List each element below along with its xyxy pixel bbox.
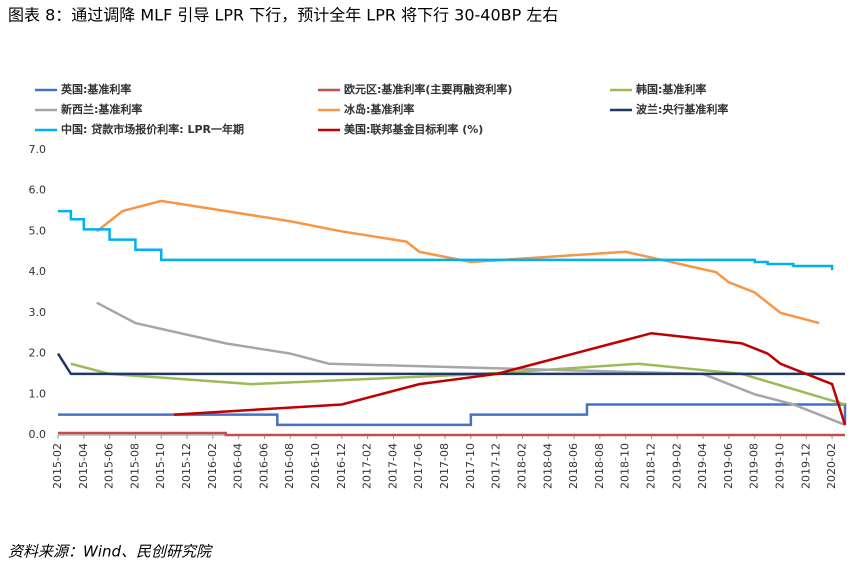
x-tick-label: 2018-12: [644, 443, 657, 489]
y-tick-label: 6.0: [29, 184, 47, 197]
x-tick-label: 2015-10: [154, 443, 167, 489]
legend-label: 波兰:央行基准利率: [636, 102, 728, 116]
x-tick-label: 2016-10: [309, 443, 322, 489]
legend-label: 中国: 贷款市场报价利率: LPR一年期: [61, 122, 244, 136]
x-tick-label: 2018-10: [619, 443, 632, 489]
y-tick-label: 7.0: [29, 143, 47, 156]
x-tick-label: 2016-08: [283, 443, 296, 489]
y-tick-label: 4.0: [29, 265, 47, 278]
series-line: [96, 301, 846, 426]
x-tick-label: 2017-12: [490, 443, 503, 489]
y-tick-label: 3.0: [29, 306, 47, 319]
series-line: [56, 352, 845, 376]
x-tick-label: 2016-02: [206, 443, 219, 489]
y-tick-label: 0.0: [29, 428, 47, 441]
x-tick-label: 2020-02: [825, 443, 838, 489]
legend-label: 韩国:基准利率: [636, 82, 706, 96]
x-tick-label: 2019-06: [722, 443, 735, 489]
x-tick-label: 2016-12: [335, 443, 348, 489]
x-tick-label: 2019-04: [696, 443, 709, 489]
legend-label: 美国:联邦基金目标利率 (%): [344, 122, 483, 136]
legend-label: 欧元区:基准利率(主要再融资利率): [344, 82, 512, 96]
x-tick-label: 2015-08: [128, 443, 141, 489]
x-tick-label: 2019-02: [670, 443, 683, 489]
series-line: [95, 199, 820, 325]
x-tick-label: 2017-04: [386, 443, 399, 489]
y-tick-label: 2.0: [29, 347, 47, 360]
series-line: [174, 331, 847, 426]
legend-label: 冰岛:基准利率: [344, 102, 414, 116]
x-tick-label: 2017-06: [412, 443, 425, 489]
x-tick-label: 2017-02: [361, 443, 374, 489]
x-tick-label: 2016-06: [257, 443, 270, 489]
series-line: [58, 431, 845, 437]
x-tick-label: 2018-04: [541, 443, 554, 489]
y-tick-label: 5.0: [29, 224, 47, 237]
chart-title: 图表 8：通过调降 MLF 引导 LPR 下行，预计全年 LPR 将下行 30-…: [8, 6, 558, 25]
x-tick-label: 2018-02: [515, 443, 528, 489]
x-tick-label: 2018-06: [567, 443, 580, 489]
x-tick-label: 2015-06: [103, 443, 116, 489]
x-tick-label: 2016-04: [232, 443, 245, 489]
source-note: 资料来源：Wind、民创研究院: [8, 543, 213, 561]
x-tick-label: 2017-08: [438, 443, 451, 489]
x-tick-label: 2019-12: [799, 443, 812, 489]
x-tick-label: 2015-12: [180, 443, 193, 489]
x-tick-label: 2019-10: [773, 443, 786, 489]
x-tick-label: 2017-10: [464, 443, 477, 489]
x-tick-label: 2018-08: [593, 443, 606, 489]
y-tick-label: 1.0: [29, 387, 47, 400]
series-line: [58, 209, 834, 271]
x-tick-label: 2015-04: [77, 443, 90, 489]
x-tick-label: 2019-08: [748, 443, 761, 489]
x-tick-label: 2015-02: [51, 443, 64, 489]
legend-label: 英国:基准利率: [60, 82, 131, 96]
legend-label: 新西兰:基准利率: [61, 102, 142, 116]
